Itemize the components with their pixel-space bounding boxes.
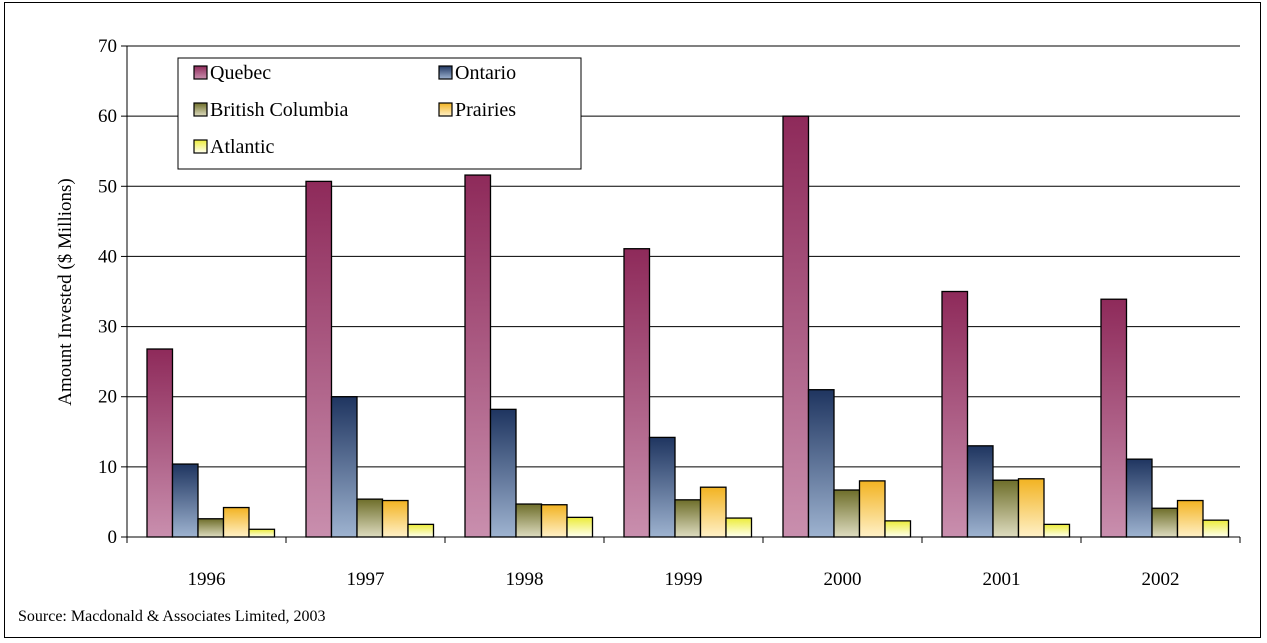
legend-label: Atlantic	[210, 136, 275, 158]
x-tick-label: 1999	[665, 569, 703, 590]
legend-label: British Columbia	[210, 99, 348, 121]
bar-quebec-1998	[465, 175, 491, 537]
bar-atlantic-2000	[885, 521, 911, 537]
x-tick-label: 2002	[1142, 569, 1180, 590]
bar-atlantic-1998	[567, 517, 593, 537]
legend-swatch	[194, 103, 207, 116]
bar-ontario-2002	[1127, 459, 1153, 537]
legend-swatch	[194, 140, 207, 153]
bar-quebec-1996	[147, 349, 173, 537]
legend-label: Quebec	[210, 62, 271, 84]
y-tick-label: 20	[98, 387, 117, 408]
y-axis-label: Amount Invested ($ Millions)	[55, 178, 76, 405]
x-tick-label: 1998	[506, 569, 544, 590]
bar-british-columbia-2000	[834, 490, 860, 537]
bar-prairies-1999	[701, 487, 727, 537]
legend-label: Ontario	[455, 62, 516, 84]
bar-ontario-1997	[332, 397, 358, 537]
bar-british-columbia-1997	[357, 499, 383, 537]
source-note: Source: Macdonald & Associates Limited, …	[18, 608, 326, 626]
bar-quebec-2002	[1101, 299, 1127, 537]
legend-swatch	[194, 66, 207, 79]
bar-ontario-1999	[650, 437, 676, 537]
bar-ontario-2000	[809, 390, 835, 537]
y-tick-label: 70	[98, 36, 117, 57]
bar-ontario-2001	[968, 446, 994, 537]
y-tick-label: 50	[98, 176, 117, 197]
x-tick-labels: 1996 1997 1998 1999 2000 2001 2002	[188, 569, 1180, 590]
legend-swatch	[439, 66, 452, 79]
bar-quebec-2001	[942, 292, 968, 538]
bar-prairies-1996	[224, 508, 250, 537]
bar-atlantic-1999	[726, 518, 752, 537]
legend-swatch	[439, 103, 452, 116]
bar-ontario-1996	[173, 464, 199, 537]
x-tick-label: 1996	[188, 569, 226, 590]
x-tick-label: 2000	[824, 569, 862, 590]
bar-british-columbia-2002	[1152, 508, 1178, 537]
bar-atlantic-2002	[1203, 520, 1229, 537]
legend-label: Prairies	[455, 99, 516, 121]
y-tick-label: 60	[98, 106, 117, 127]
bar-british-columbia-1996	[198, 519, 224, 537]
bar-british-columbia-1998	[516, 504, 542, 537]
bar-prairies-1997	[383, 501, 409, 537]
bar-quebec-2000	[783, 116, 809, 537]
y-tick-label: 10	[98, 457, 117, 478]
bar-prairies-2001	[1019, 479, 1045, 537]
bar-ontario-1998	[491, 409, 517, 537]
bar-prairies-2002	[1178, 501, 1204, 537]
bar-prairies-1998	[542, 505, 568, 537]
legend: Quebec Ontario British Columbia Prairies Atl…	[178, 58, 581, 169]
bar-prairies-2000	[860, 481, 886, 537]
bar-quebec-1999	[624, 249, 650, 537]
bar-atlantic-1997	[408, 524, 434, 537]
y-tick-label: 0	[108, 527, 118, 548]
y-tick-labels: 0 10 20 30 40 50 60 70	[98, 36, 117, 548]
y-tick-label: 40	[98, 246, 117, 267]
bar-british-columbia-1999	[675, 500, 701, 537]
y-tick-label: 30	[98, 317, 117, 338]
bar-atlantic-2001	[1044, 524, 1070, 537]
bar-british-columbia-2001	[993, 480, 1019, 537]
bar-atlantic-1996	[249, 529, 275, 537]
x-tick-label: 1997	[347, 569, 385, 590]
x-tick-label: 2001	[983, 569, 1021, 590]
bar-quebec-1997	[306, 181, 332, 537]
